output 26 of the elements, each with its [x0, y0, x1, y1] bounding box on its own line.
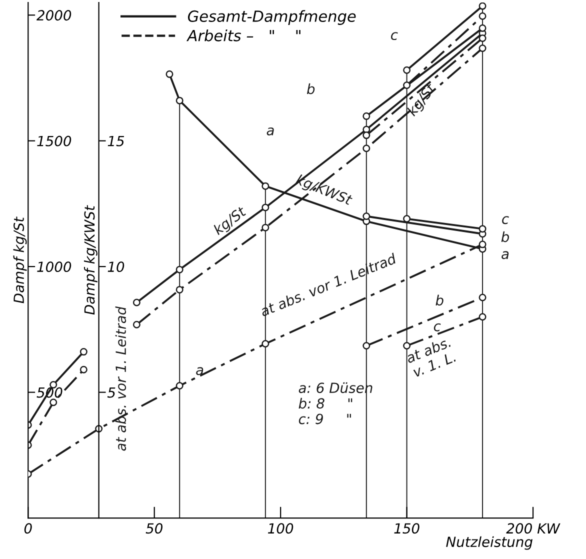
legend-label: Arbeits – " " [186, 30, 300, 42]
x-tick-label: 0 [24, 523, 32, 534]
annotation: c [502, 216, 509, 224]
x-tick-label: 150 [394, 523, 420, 534]
annotation: a [196, 367, 204, 376]
x-tick-label: 50 [146, 523, 162, 534]
y2-tick-label: 15 [108, 136, 124, 146]
annotation: b [306, 83, 315, 94]
annotation: c [434, 323, 441, 332]
x-tick-label: 100 [268, 523, 294, 534]
annotation: at abs. v. 1. L. [405, 336, 456, 378]
annotation: a [502, 251, 509, 260]
y-axis-title: Dampf kg/St [13, 216, 27, 304]
y2-axis-title: Dampf kg/KWSt [84, 205, 98, 315]
x-tick-label: 200 KW [506, 523, 560, 534]
annotation: c [391, 32, 398, 40]
legend-label: Gesamt-Dampfmenge [188, 10, 356, 25]
y2-tick-label: 10 [108, 262, 124, 272]
y-tick-label: 1000 [37, 262, 72, 272]
y-tick-label: 2000 [36, 10, 72, 21]
y2-tick-label: 5 [107, 387, 116, 398]
annotation: b [436, 294, 444, 306]
annotation: a [266, 127, 274, 136]
y-tick-label: 1500 [37, 136, 72, 146]
x-axis-title: Nutzleistung [446, 536, 532, 550]
annotation: b [501, 231, 509, 242]
